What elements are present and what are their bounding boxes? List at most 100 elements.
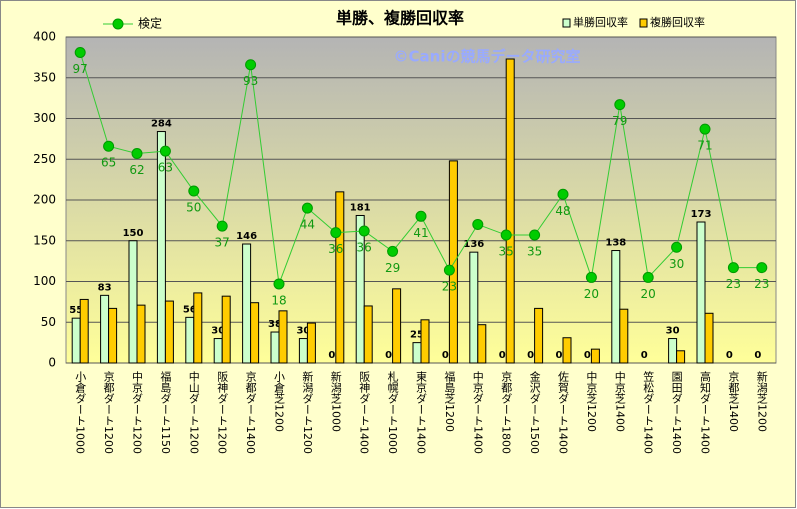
bar [611,250,621,364]
line-point [614,99,626,111]
point-label: 63 [158,161,173,175]
x-tick-label: 京都ダート1400 [244,370,257,454]
bar [448,160,458,364]
y-tick-label: 100 [33,274,56,288]
bar [298,338,308,364]
point-label: 48 [555,204,570,218]
bar [250,302,260,364]
data-label: 38 [268,319,282,330]
line-point [500,229,512,241]
point-label: 50 [186,201,201,215]
point-label: 37 [215,236,230,250]
bar [420,319,430,364]
data-label: 25 [410,330,424,341]
x-tick-label: 中京芝1200 [585,371,598,432]
bar [696,221,706,364]
bar [185,316,195,364]
point-label: 20 [584,287,599,301]
data-label: 0 [584,350,591,361]
point-label: 93 [243,74,258,88]
data-label: 173 [691,209,712,220]
x-tick-label: 中京ダート1400 [471,371,484,454]
data-label: 0 [726,350,733,361]
x-tick-label: 新潟芝1000 [329,370,342,432]
line-point [756,262,768,274]
bar [392,288,402,364]
line-point [301,202,313,214]
x-tick-label: 新潟ダート1200 [301,370,314,454]
data-label: 0 [641,350,648,361]
point-label: 71 [697,139,712,153]
data-label: 56 [183,304,197,315]
chart-title: 単勝、複勝回収率 [336,9,464,28]
point-label: 79 [612,114,627,128]
line-point [245,59,257,71]
data-label: 55 [69,305,83,316]
line-point [216,220,228,232]
bar [242,243,252,364]
line-point [529,229,541,241]
data-label: 136 [463,239,484,250]
data-label: 0 [328,350,335,361]
line-point [131,148,143,160]
line-point [472,218,484,230]
data-label: 83 [98,282,112,293]
x-tick-label: 金沢ダート1500 [528,370,541,454]
bar [355,214,365,364]
line-point [699,123,711,135]
data-label: 0 [385,350,392,361]
point-label: 35 [499,245,514,259]
x-tick-label: 笠松ダート1400 [642,370,655,454]
bar [562,337,572,364]
line-point [188,185,200,197]
line-point [443,264,455,276]
legend-label: 検定 [138,16,162,31]
x-tick-label: 佐賀ダート1400 [557,370,570,454]
bar [136,304,146,364]
data-label: 150 [123,228,144,239]
bar [193,292,203,364]
x-tick-label: 京都芝1400 [727,370,740,432]
line-point [330,227,342,239]
bar [363,305,373,364]
y-tick-label: 350 [33,70,56,84]
x-tick-label: 中京芝1400 [613,371,626,432]
point-label: 65 [101,156,116,170]
bar [128,240,138,364]
line-point [585,271,597,283]
bar [79,298,89,364]
line-point [358,225,370,237]
x-tick-label: 小倉ダート1000 [74,371,87,454]
bar [676,350,686,364]
line-point [415,210,427,222]
bar [668,338,678,364]
x-tick-label: 京都ダート1800 [500,370,513,454]
line-point [387,245,399,257]
x-tick-label: 福島芝1200 [443,370,456,432]
x-tick-label: 高知ダート1400 [699,370,712,454]
legend-label: 単勝回収率 [573,15,628,29]
bar [100,294,110,364]
legend-marker [112,18,124,30]
x-tick-label: 札幌ダート1000 [386,371,399,454]
point-label: 23 [754,277,769,291]
data-label: 0 [556,350,563,361]
x-tick-label: 小倉芝1200 [273,371,286,432]
data-label: 284 [151,119,172,130]
x-tick-label: 中京ダート1200 [131,371,144,454]
point-label: 97 [73,62,88,76]
point-label: 29 [385,261,400,275]
point-label: 18 [271,293,286,307]
point-label: 41 [413,226,428,240]
line-point [159,145,171,157]
bar [71,317,81,364]
x-tick-label: 東京ダート1400 [415,371,428,454]
data-label: 138 [605,238,626,249]
bar [108,307,118,364]
bar [221,295,231,364]
point-label: 23 [726,277,741,291]
line-point [642,271,654,283]
data-label: 0 [527,350,534,361]
data-label: 0 [499,350,506,361]
